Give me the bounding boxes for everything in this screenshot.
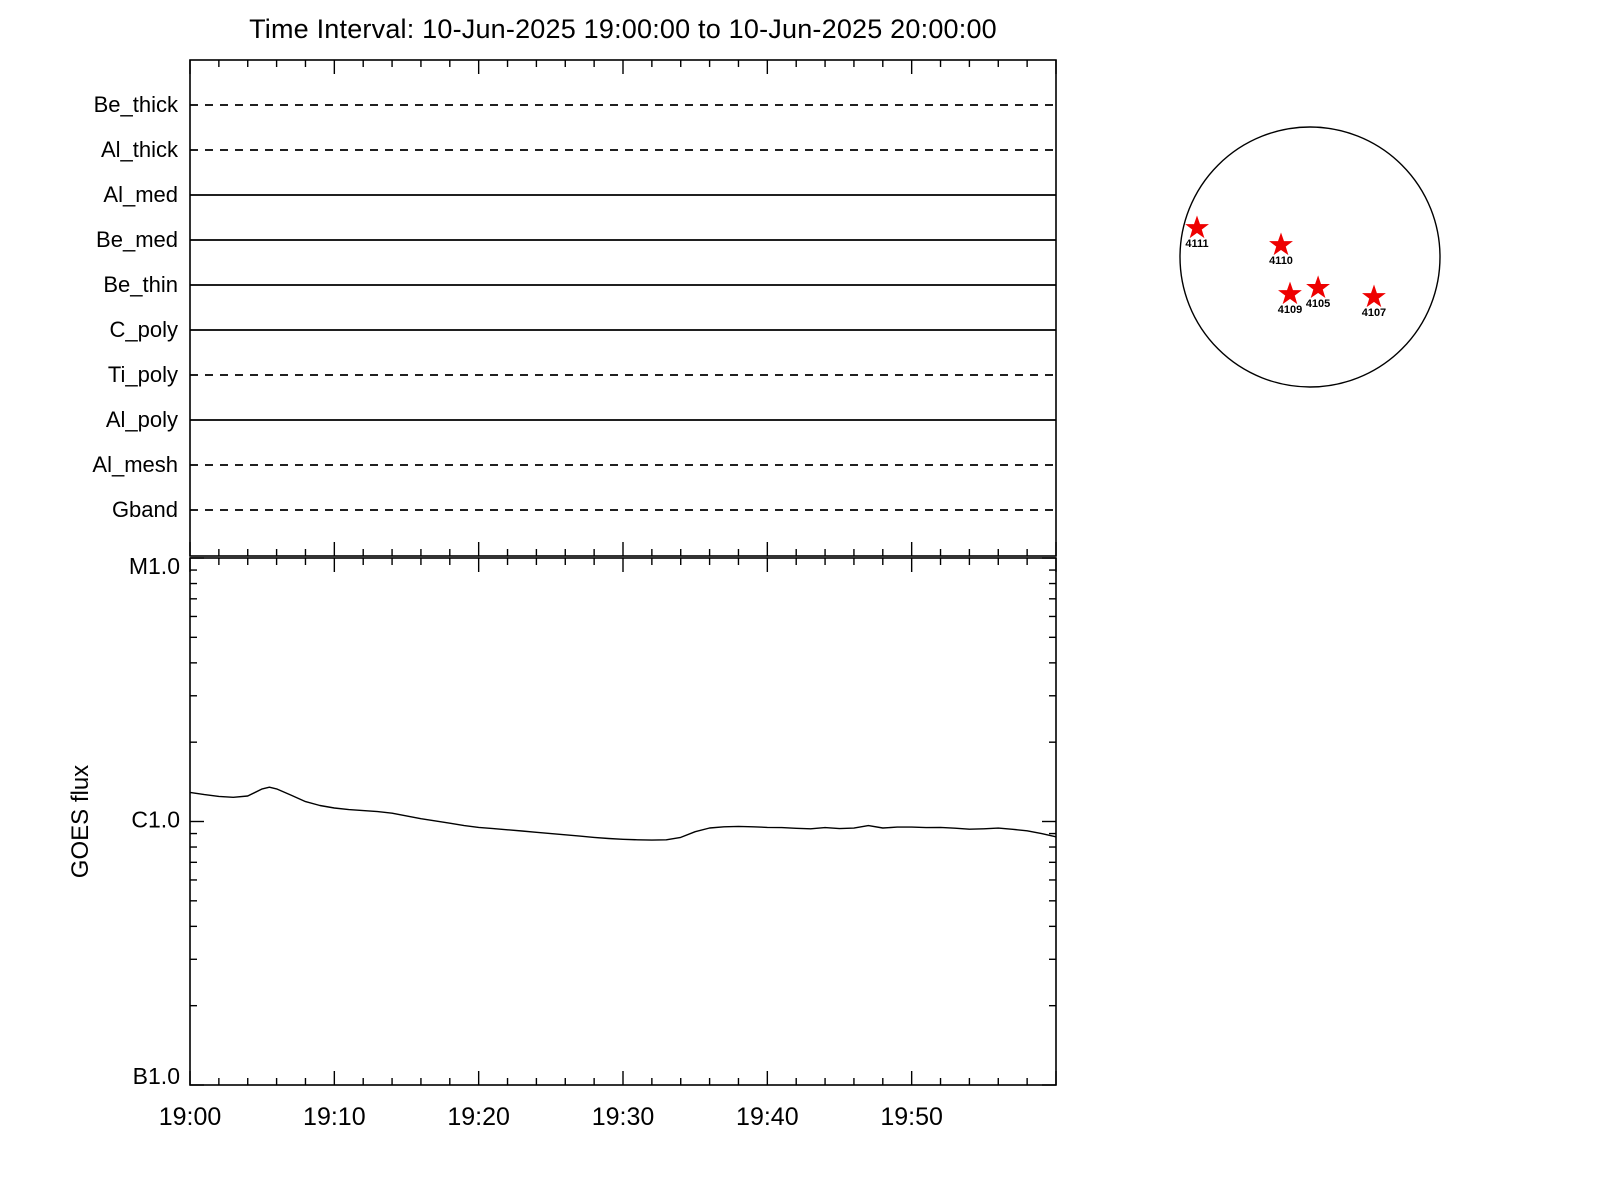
- goes-flux-curve: [189, 786, 1057, 841]
- active-region-label-4109: 4109: [1278, 304, 1302, 316]
- active-region-label-4111: 4111: [1185, 238, 1208, 250]
- x-tick-label-1950: 19:50: [880, 1103, 943, 1131]
- active-region-star-4107: [1362, 284, 1386, 308]
- x-tick-label-1940: 19:40: [736, 1103, 799, 1131]
- x-tick-label-1930: 19:30: [592, 1103, 655, 1131]
- y-tick-label-m10: M1.0: [129, 553, 180, 579]
- active-region-star-4105: [1306, 275, 1330, 299]
- active-region-star-4111: [1185, 215, 1209, 239]
- y-tick-label-b10: B1.0: [133, 1063, 180, 1089]
- active-region-label-4107: 4107: [1362, 307, 1386, 319]
- active-region-label-4110: 4110: [1269, 255, 1293, 267]
- filter-label-be_med: Be_med: [96, 227, 178, 252]
- filter-label-ti_poly: Ti_poly: [108, 362, 178, 387]
- active-region-label-4105: 4105: [1306, 298, 1330, 310]
- x-tick-label-1910: 19:10: [303, 1103, 366, 1131]
- solar-disk-limb: [1179, 126, 1441, 388]
- figure-title: Time Interval: 10-Jun-2025 19:00:00 to 1…: [249, 14, 997, 44]
- filter-label-gband: Gband: [112, 497, 178, 522]
- filter-panel-border: [189, 59, 1057, 557]
- filter-label-al_med: Al_med: [103, 182, 178, 207]
- goes-flux-axis-title: GOES flux: [67, 765, 94, 878]
- active-region-star-4110: [1269, 232, 1293, 256]
- filter-label-be_thick: Be_thick: [94, 92, 179, 117]
- filter-label-al_poly: Al_poly: [106, 407, 178, 432]
- y-tick-label-c10: C1.0: [131, 807, 180, 833]
- filter-label-al_mesh: Al_mesh: [92, 452, 178, 477]
- filter-label-c_poly: C_poly: [110, 317, 178, 342]
- active-region-star-4109: [1278, 281, 1302, 305]
- x-tick-label-1900: 19:00: [159, 1103, 222, 1131]
- goes-panel-border: [189, 557, 1057, 1086]
- filter-label-be_thin: Be_thin: [103, 272, 178, 297]
- x-tick-label-1920: 19:20: [447, 1103, 510, 1131]
- filter-label-al_thick: Al_thick: [101, 137, 179, 162]
